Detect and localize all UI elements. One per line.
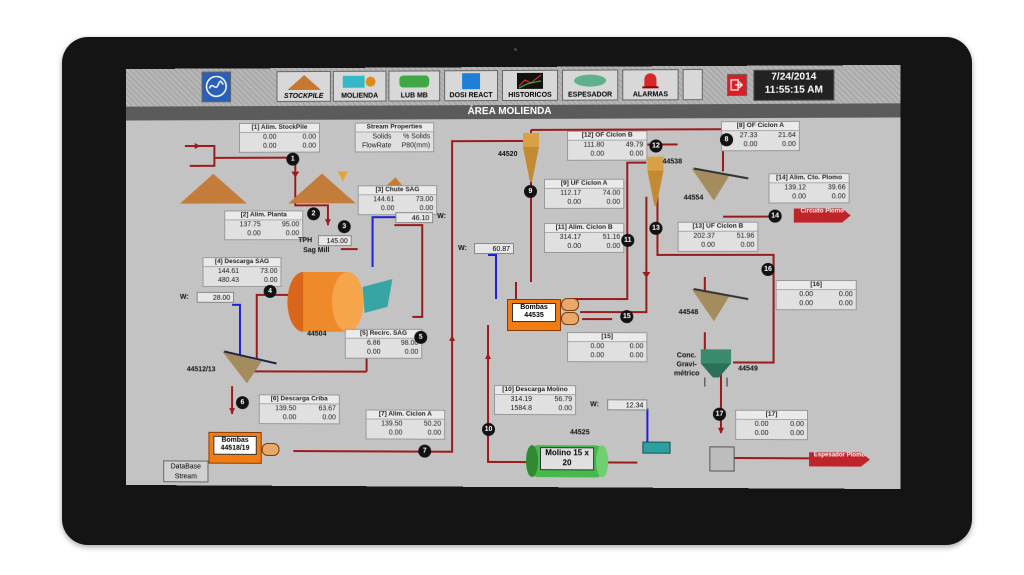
node-17: 17 [713,408,726,421]
node-6: 6 [236,396,249,409]
node-13: 13 [649,222,662,235]
sump-icon [642,442,670,454]
camera-dot [514,48,517,51]
flotation-b-id: 44548 [679,309,699,316]
stream-15[interactable]: [15] 0.00 0.00 0.00 0.00 [567,332,647,362]
stream-16[interactable]: [16] 0.00 0.00 0.00 0.00 [776,280,857,310]
stream-3[interactable]: [3] Chute SAG 144.61 73.00 0.00 0.00 [358,185,438,215]
water-label-1: W: [437,213,446,220]
stream-12[interactable]: [12] OF Ciclon B 111.80 49.79 0.00 0.00 [567,130,647,160]
water-label-4: W: [590,401,599,408]
node-4: 4 [264,285,277,298]
pump-b-motor2-icon [561,312,579,325]
flotation-a-id: 44554 [684,195,704,202]
node-3: 3 [338,220,351,233]
stream-6[interactable]: [6] Descarga Criba 139.50 63.67 0.00 0.00 [259,394,340,424]
stream-14[interactable]: [14] Alim. Cto. Plomo 139.12 39.66 0.00 0.… [769,173,850,203]
stream-7[interactable]: [7] Alim. Ciclon A 139.50 50.20 0.00 0.00 [366,410,446,440]
screen-icon [222,349,281,385]
thickener-tank-icon [708,445,736,473]
stream-13[interactable]: [13] UF Ciclon B 202.37 51.96 0.00 0.00 [678,222,759,252]
conc-label: Conc. Gravi- métrico [670,351,704,378]
water-input-1[interactable]: 46.10 [395,212,433,223]
node-12: 12 [649,139,662,152]
node-14: 14 [769,210,782,223]
screen-id: 44512/13 [187,366,216,373]
cyclone-a-id: 44520 [498,151,517,158]
water-input-4[interactable]: 12.34 [607,399,647,410]
node-1: 1 [286,153,299,166]
sag-mill-id: 44504 [307,331,326,338]
node-7: 7 [418,445,431,458]
pump-a-label: Bombas 44518/19 [213,436,256,455]
node-9: 9 [524,185,537,198]
scada-screen: STOCKPILE MOLIENDA LUB MB DOSI REACT HIS… [126,65,901,489]
stream-10[interactable]: [10] Descarga Molino 314.19 56.79 1584.8 0… [494,385,576,415]
stream-11[interactable]: [11] Alim. Ciclon B 314.17 51.16 0.00 0.00 [544,223,624,253]
pump-b-motor-icon [561,298,579,311]
water-input-3[interactable]: 60.87 [474,243,514,254]
molino-label: Molino 15 x 20 [540,447,594,470]
cyclone-b-id: 44538 [662,158,682,165]
stream-properties: Stream Properties Solids% Solids FlowRat… [355,122,434,152]
tph-label: TPH [298,237,312,244]
node-2: 2 [307,207,320,220]
sag-mill-label: Sag Mill [303,247,329,254]
water-label-2: W: [180,294,189,301]
node-16: 16 [761,263,774,276]
node-10: 10 [482,423,495,436]
stream-1[interactable]: [1] Alim. StockPile 0.00 0.00 0.00 0.00 [239,123,320,153]
stream-5[interactable]: [5] Recirc. SAG 6.86 98.00 0.00 0.00 [345,329,422,359]
node-15: 15 [620,310,633,323]
ball-mill-id: 44525 [570,429,590,436]
tph-value[interactable]: 145.00 [318,235,352,246]
pump-a-motor-icon [262,443,280,456]
stream-2[interactable]: [2] Alim. Planta 137.75 95.00 0.00 0.00 [224,210,303,240]
pump-b-label: Bombas 44535 [512,303,556,322]
circuito-plomo-arrow[interactable]: Circuito Plomo [794,208,851,222]
stream-17[interactable]: [17] 0.00 0.00 0.00 0.00 [735,410,808,440]
stream-9[interactable]: [9] UF Ciclon A 112.17 74.00 0.00 0.00 [544,179,624,209]
water-input-2[interactable]: 28.00 [197,292,234,303]
stream-4[interactable]: [4] Descarga SAG 144.61 73.00 480.43 0.00 [203,257,282,287]
node-8: 8 [720,133,733,146]
flotation-b-icon [690,287,751,327]
sag-mill-icon[interactable] [283,267,397,337]
node-5: 5 [414,331,427,344]
espesador-plomo-arrow[interactable]: Espesador Plomo [809,452,870,466]
stream-8[interactable]: [8] OF Ciclon A 27.33 21.64 0.00 0.00 [721,121,800,151]
database-stream-button[interactable]: DataBase Stream [163,460,208,482]
node-11: 11 [621,234,634,247]
cyclone-a-icon [521,127,541,187]
conc-id: 44549 [738,366,758,373]
water-label-3: W: [458,245,467,252]
